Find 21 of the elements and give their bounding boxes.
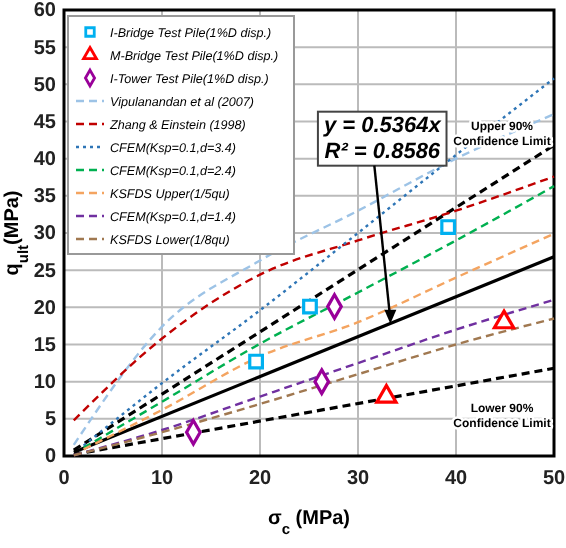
y-tick-label: 5: [44, 409, 57, 432]
x-tick-label: 10: [150, 468, 174, 491]
y-tick-label: 35: [33, 186, 57, 209]
y-tick-label: 10: [33, 372, 57, 395]
y-tick-label: 60: [33, 0, 57, 23]
y-tick-label: 40: [33, 149, 57, 172]
y-tick-label: 15: [33, 334, 57, 357]
y-tick-label: 55: [33, 37, 57, 60]
x-tick-label: 20: [248, 468, 272, 491]
y-tick-label: 20: [33, 297, 57, 320]
x-tick-label: 0: [58, 468, 71, 491]
x-tick-label: 40: [444, 468, 468, 491]
annotation: y = 0.5364x R² = 0.8586: [321, 113, 443, 164]
x-tick-label: 50: [542, 468, 566, 491]
y-tick-label: 45: [33, 111, 57, 134]
x-axis-title: σ$_{c}$ (MPa): [267, 508, 351, 537]
y-tick-label: 25: [33, 260, 57, 283]
y-tick-label: 0: [44, 446, 57, 469]
y-tick-label: 30: [33, 223, 57, 246]
x-tick-label: 30: [346, 468, 370, 491]
y-tick-label: 50: [33, 74, 57, 97]
